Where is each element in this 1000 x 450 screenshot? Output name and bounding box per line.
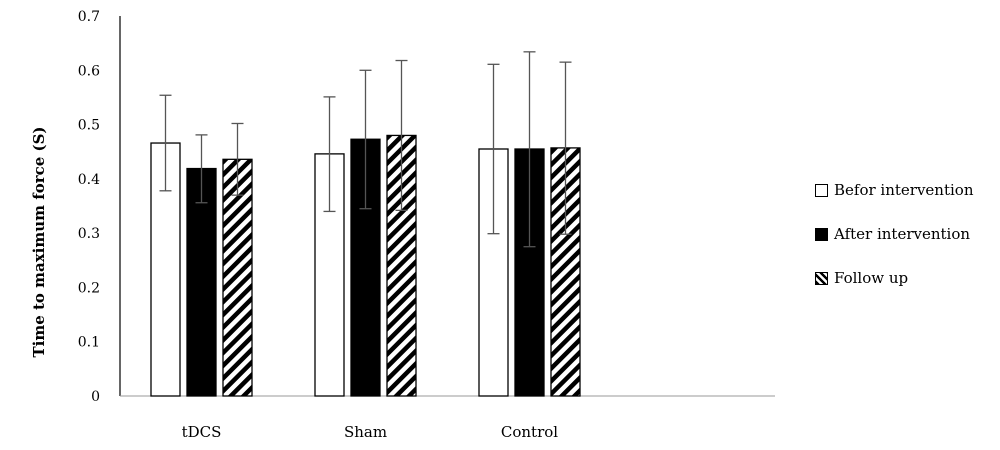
x-category-label: tDCS bbox=[182, 423, 222, 441]
y-tick-label: 0.4 bbox=[78, 172, 100, 188]
y-axis-label: Time to maximum force (S) bbox=[30, 126, 48, 357]
y-tick-label: 0 bbox=[91, 389, 100, 405]
x-category-label: Control bbox=[501, 423, 558, 441]
axes: 0 0.1 0.2 0.3 0.4 0.5 0.6 0.7 tDCS Sham Control bbox=[78, 9, 775, 441]
legend-item-follow-up: Follow up bbox=[815, 256, 995, 300]
y-tick-label: 0.7 bbox=[78, 9, 100, 25]
y-tick-label: 0.3 bbox=[78, 226, 100, 242]
y-tick-label: 0.5 bbox=[78, 118, 100, 134]
legend-label: After intervention bbox=[834, 225, 971, 243]
legend-swatch-black bbox=[815, 227, 828, 241]
y-tick-label: 0.2 bbox=[78, 280, 100, 296]
y-tick-label: 0.6 bbox=[78, 63, 100, 79]
legend-label: Befor intervention bbox=[834, 181, 974, 199]
legend: Befor intervention After intervention Fo… bbox=[815, 168, 995, 300]
x-category-label: Sham bbox=[344, 423, 387, 441]
legend-swatch-white bbox=[815, 183, 828, 197]
y-tick-label: 0.1 bbox=[78, 335, 100, 351]
legend-item-after: After intervention bbox=[815, 212, 995, 256]
bar bbox=[186, 167, 217, 397]
legend-swatch-hatched bbox=[815, 271, 828, 285]
legend-item-before: Befor intervention bbox=[815, 168, 995, 212]
error-bars bbox=[159, 51, 572, 248]
legend-label: Follow up bbox=[834, 269, 909, 287]
